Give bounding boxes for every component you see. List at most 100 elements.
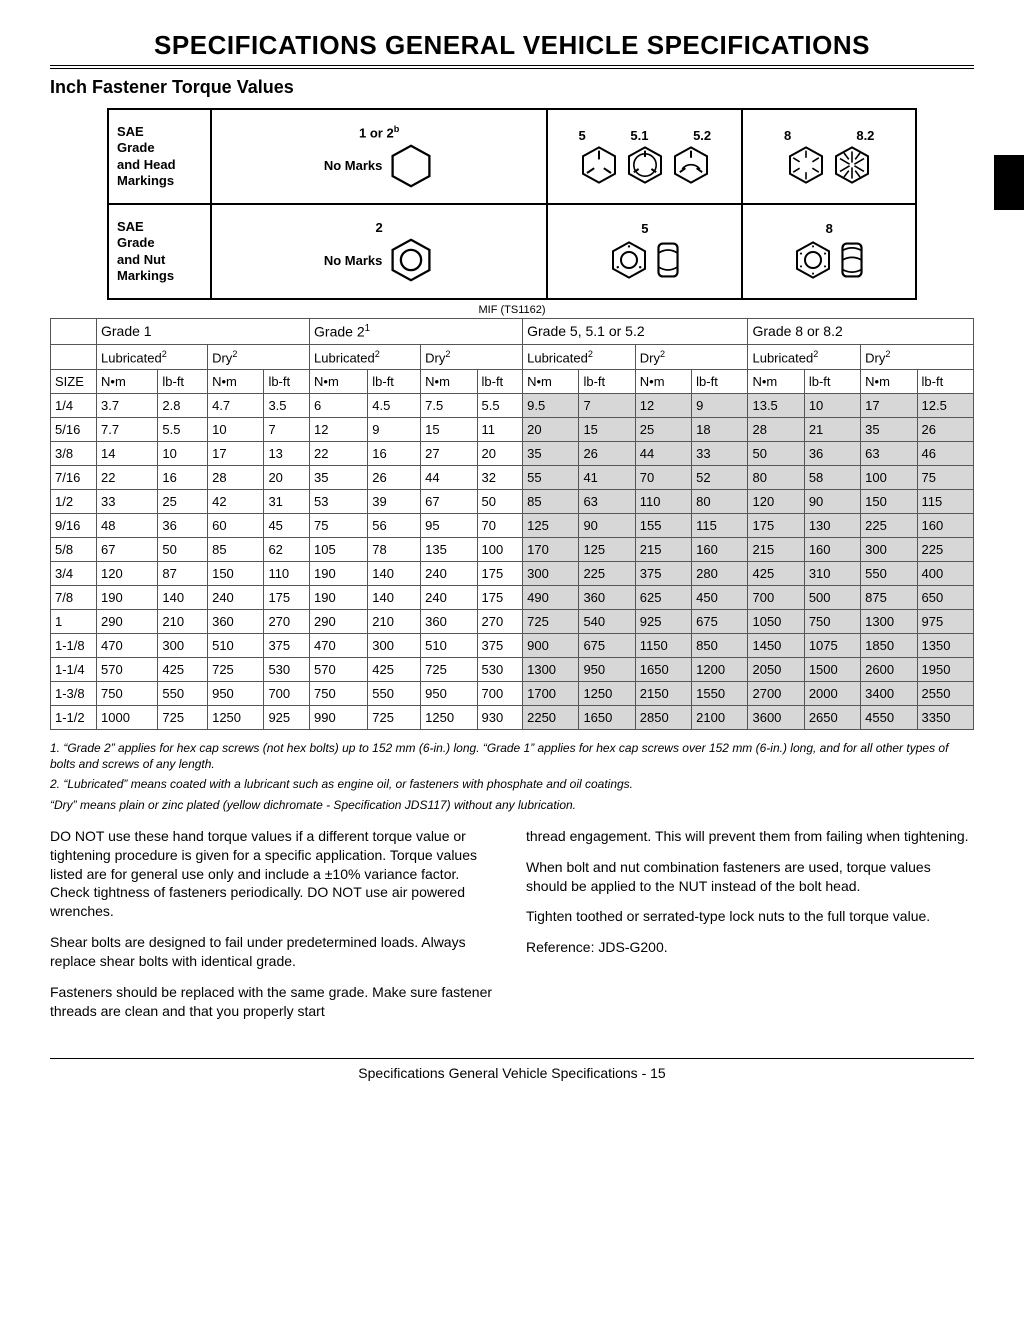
value-cell: 63 [861, 441, 917, 465]
value-cell: 50 [158, 537, 208, 561]
size-cell: 1-1/2 [51, 705, 97, 729]
value-cell: 17 [208, 441, 264, 465]
value-cell: 9 [368, 417, 421, 441]
value-cell: 155 [635, 513, 691, 537]
value-cell: 1050 [748, 609, 804, 633]
value-cell: 925 [264, 705, 310, 729]
value-cell: 130 [804, 513, 860, 537]
value-cell: 3.7 [97, 393, 158, 417]
value-cell: 35 [861, 417, 917, 441]
value-cell: 900 [523, 633, 579, 657]
unit-header: lb-ft [477, 369, 523, 393]
value-cell: 20 [523, 417, 579, 441]
unit-header: lb-ft [158, 369, 208, 393]
value-cell: 15 [579, 417, 635, 441]
value-cell: 53 [310, 489, 368, 513]
value-cell: 925 [635, 609, 691, 633]
value-cell: 45 [264, 513, 310, 537]
value-cell: 950 [421, 681, 477, 705]
value-cell: 26 [579, 441, 635, 465]
value-cell: 21 [804, 417, 860, 441]
sub-header: Dry2 [861, 344, 974, 369]
value-cell: 360 [579, 585, 635, 609]
value-cell: 215 [748, 537, 804, 561]
value-cell: 16 [158, 465, 208, 489]
value-cell: 1650 [579, 705, 635, 729]
value-cell: 1250 [208, 705, 264, 729]
value-cell: 10 [158, 441, 208, 465]
hex-3marks-arc-icon [671, 145, 711, 185]
paragraph: Shear bolts are designed to fail under p… [50, 933, 498, 971]
grade-label: 8 [826, 221, 833, 236]
value-cell: 570 [310, 657, 368, 681]
unit-header: lb-ft [368, 369, 421, 393]
value-cell: 80 [748, 465, 804, 489]
value-cell: 62 [264, 537, 310, 561]
value-cell: 63 [579, 489, 635, 513]
head-marking-grade1-2: 1 or 2b No Marks [211, 109, 547, 204]
size-cell: 1/2 [51, 489, 97, 513]
grade-header: Grade 1 [97, 319, 310, 345]
table-row: 1-1/457042572553057042572553013009501650… [51, 657, 974, 681]
value-cell: 140 [158, 585, 208, 609]
unit-header: lb-ft [917, 369, 973, 393]
value-cell: 26 [368, 465, 421, 489]
value-cell: 28 [208, 465, 264, 489]
paragraph: thread engagement. This will prevent the… [526, 827, 974, 846]
value-cell: 60 [208, 513, 264, 537]
value-cell: 56 [368, 513, 421, 537]
value-cell: 625 [635, 585, 691, 609]
value-cell: 725 [158, 705, 208, 729]
torque-table-body: 1/43.72.84.73.564.57.55.59.5712913.51017… [51, 393, 974, 729]
value-cell: 650 [917, 585, 973, 609]
figure-code: MIF (TS1162) [50, 304, 974, 316]
value-cell: 22 [310, 441, 368, 465]
value-cell: 125 [579, 537, 635, 561]
value-cell: 240 [421, 585, 477, 609]
value-cell: 725 [421, 657, 477, 681]
value-cell: 150 [861, 489, 917, 513]
value-cell: 540 [579, 609, 635, 633]
value-cell: 675 [692, 609, 748, 633]
value-cell: 210 [368, 609, 421, 633]
size-cell: 7/8 [51, 585, 97, 609]
value-cell: 750 [97, 681, 158, 705]
value-cell: 12 [635, 393, 691, 417]
value-cell: 2650 [804, 705, 860, 729]
unit-header: N•m [208, 369, 264, 393]
value-cell: 110 [635, 489, 691, 513]
value-cell: 4.5 [368, 393, 421, 417]
hex-nut-6dots-icon [793, 240, 833, 280]
value-cell: 1250 [421, 705, 477, 729]
value-cell: 1550 [692, 681, 748, 705]
value-cell: 78 [368, 537, 421, 561]
value-cell: 700 [748, 585, 804, 609]
value-cell: 18 [692, 417, 748, 441]
value-cell: 5.5 [477, 393, 523, 417]
grade-label: 2 [376, 220, 383, 235]
footnote: 2. “Lubricated” means coated with a lubr… [50, 776, 974, 792]
value-cell: 215 [635, 537, 691, 561]
grade-label: 5.2 [693, 128, 711, 143]
size-header: SIZE [51, 369, 97, 393]
value-cell: 110 [264, 561, 310, 585]
value-cell: 490 [523, 585, 579, 609]
value-cell: 80 [692, 489, 748, 513]
grade-label: 5 [641, 221, 648, 236]
size-cell: 9/16 [51, 513, 97, 537]
value-cell: 975 [917, 609, 973, 633]
unit-header: N•m [310, 369, 368, 393]
value-cell: 175 [477, 561, 523, 585]
value-cell: 3600 [748, 705, 804, 729]
value-cell: 120 [97, 561, 158, 585]
value-cell: 3.5 [264, 393, 310, 417]
table-row: 1290210360270290210360270725540925675105… [51, 609, 974, 633]
value-cell: 1450 [748, 633, 804, 657]
value-cell: 750 [804, 609, 860, 633]
value-cell: 52 [692, 465, 748, 489]
grade-label: 1 or 2 [359, 126, 394, 141]
table-row: 1-3/875055095070075055095070017001250215… [51, 681, 974, 705]
grade-label: 8 [784, 128, 791, 143]
value-cell: 10 [208, 417, 264, 441]
value-cell: 12.5 [917, 393, 973, 417]
